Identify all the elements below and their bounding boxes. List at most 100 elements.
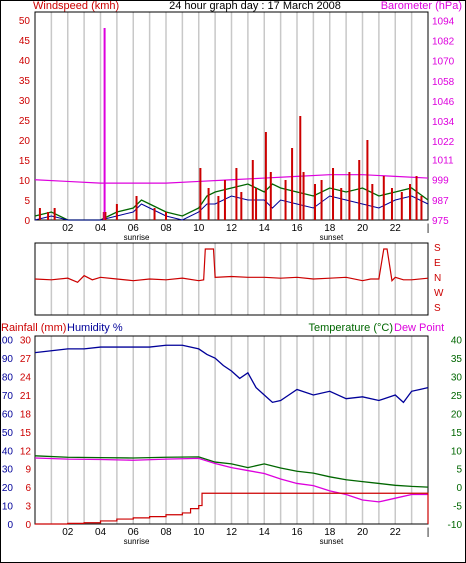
climate-chart-rain-tick: 15 [20,428,32,439]
wind-chart-right-tick: 1034 [432,117,455,128]
wind-chart-x-tick: 14 [259,223,271,234]
climate-chart-x-tick: 22 [390,527,402,538]
wind-chart-x-tick: 08 [160,223,172,234]
climate-chart-humidity-tick: 60 [2,409,14,420]
wind-chart-x-tick: 20 [357,223,369,234]
wind-chart-left-tick: 45 [19,36,31,47]
climate-chart-humidity-tick: 30 [2,465,14,476]
wind-chart-left-axis-label: Windspeed (kmh) [33,0,119,12]
climate-chart-humidity-tick: 10 [2,502,14,513]
climate-chart-temperature-tick: 25 [451,391,463,402]
wind-chart-right-tick: 1082 [432,37,455,48]
wind-chart-x-tick: 22 [390,223,402,234]
climate-chart-temperature-tick: -10 [448,520,463,531]
wind-chart-right-tick: 1046 [432,97,455,108]
dew-point-line [34,457,428,503]
direction-chart-compass-label: N [434,273,441,284]
climate-chart-rain-tick: 27 [20,354,32,365]
climate-chart-rain-tick: 30 [20,336,32,347]
climate-chart-temperature-tick: 40 [451,336,463,347]
climate-chart-humidity-tick: 50 [2,428,14,439]
climate-chart-sunset-label: sunset [320,537,344,546]
climate-chart-temperature-tick: 15 [451,428,463,439]
wind-chart-left-tick: 30 [19,96,31,107]
climate-chart-x-tick: 02 [62,527,74,538]
climate-chart-rainfall-label: Rainfall (mm) [1,322,66,334]
climate-chart-temperature-tick: 10 [451,446,463,457]
climate-chart-temperature-tick: 20 [451,409,463,420]
wind-chart-sunset-label: sunset [320,233,344,242]
wind-chart-x-tick: 18 [324,223,336,234]
wind-chart-right-tick: 1011 [432,156,454,167]
climate-chart-x-tick: 08 [160,527,172,538]
wind-chart-left-tick: 15 [19,156,31,167]
wind-chart-left-tick: 40 [19,56,31,67]
climate-chart-rain-tick: 21 [20,391,32,402]
climate-chart-temperature-tick: 30 [451,373,463,384]
climate-chart-x-tick: 14 [259,527,271,538]
wind-chart-left-tick: 10 [19,176,31,187]
climate-chart-humidity-tick: 80 [2,373,14,384]
climate-chart-x-tick: 06 [128,527,140,538]
wind-chart-left-tick: 35 [19,76,31,87]
climate-chart-humidity-tick: 90 [2,354,14,365]
wind-chart-left-tick: 20 [19,136,31,147]
wind-gust-line [34,183,429,221]
climate-chart-temperature-label: Temperature (°C) [309,322,393,334]
wind-chart-x-tick: | [427,223,430,234]
climate-chart-dewpoint-label: Dew Point [394,322,444,334]
climate-chart-x-tick: 04 [95,527,107,538]
wind-chart-right-tick: 1058 [432,77,455,88]
wind-chart-left-tick: 25 [19,116,31,127]
climate-chart-x-tick: | [427,527,430,538]
wind-chart-right-axis-label: Barometer (hPa) [381,0,462,12]
climate-chart-temperature-tick: 0 [456,483,462,494]
climate-chart-temperature-tick: 35 [451,354,463,365]
climate-chart-rain-tick: 3 [25,502,31,513]
climate-chart-x-tick: 10 [193,527,205,538]
climate-chart-x-tick: 16 [291,527,303,538]
wind-chart-x-tick: 04 [95,223,107,234]
wind-chart-x-tick: 12 [226,223,238,234]
wind-chart-sunrise-label: sunrise [124,233,150,242]
climate-chart-rain-tick: 9 [25,465,31,476]
climate-chart-humidity-tick: 0 [7,520,13,531]
wind-chart-right-tick: 999 [432,176,449,187]
temperature-line [34,455,429,488]
wind-chart-left-tick: 5 [24,196,30,207]
barometer-line [34,174,429,184]
wind-chart-x-tick: 10 [193,223,205,234]
climate-chart-temperature-tick: 5 [456,465,462,476]
wind-chart-left-tick: 0 [24,216,30,227]
climate-chart-sunrise-label: sunrise [124,537,150,546]
rainfall-line [35,492,429,525]
wind-direction-line [34,248,429,284]
climate-chart-humidity-tick: 100 [0,336,13,347]
direction-chart-compass-label: W [434,288,444,299]
climate-chart-humidity-tick: 20 [2,483,14,494]
wind-chart-x-tick: 16 [291,223,303,234]
climate-chart-temperature-tick: -5 [453,502,462,513]
climate-chart-rain-tick: 0 [25,520,31,531]
wind-chart-x-tick: 02 [62,223,74,234]
wind-chart-right-tick: 1094 [432,16,455,27]
wind-chart-left-tick: 50 [19,16,31,27]
direction-chart-compass-label: S [434,243,441,254]
climate-chart-rain-tick: 24 [20,373,32,384]
wind-chart-right-tick: 987 [432,196,449,207]
climate-chart-humidity-tick: 70 [2,391,14,402]
wind-chart-right-tick: 975 [432,216,449,227]
average-wind-line [34,195,429,221]
climate-chart-rain-tick: 6 [25,483,31,494]
wind-chart-title: 24 hour graph day : 17 March 2008 [169,0,341,12]
humidity-line [34,344,429,404]
climate-chart-rain-tick: 12 [20,446,32,457]
climate-chart-humidity-tick: 40 [2,446,14,457]
climate-chart-x-tick: 20 [357,527,369,538]
wind-chart-right-tick: 1022 [432,137,455,148]
climate-chart-rain-tick: 18 [20,409,32,420]
wind-chart-plot-frame [34,11,429,221]
wind-chart-x-tick: 06 [128,223,140,234]
climate-chart-plot-frame [34,335,429,525]
